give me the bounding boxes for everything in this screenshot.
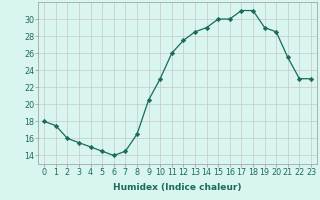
X-axis label: Humidex (Indice chaleur): Humidex (Indice chaleur) — [113, 183, 242, 192]
